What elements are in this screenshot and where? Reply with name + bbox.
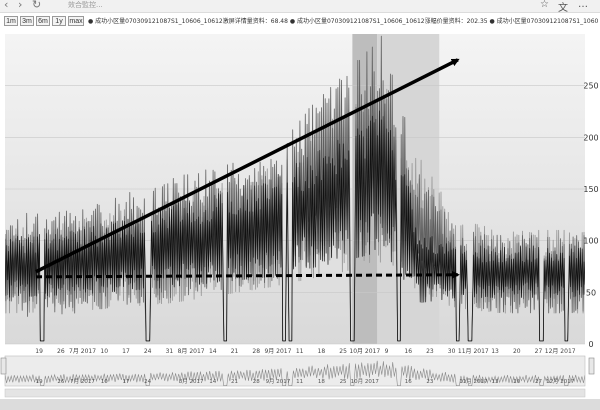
chart-toolbar: 1m 3m 6m 1y max ● 成功小区量070309121087S1_10… [0, 13, 600, 29]
x-tick-label: 10 [100, 348, 108, 355]
x-tick-label: 14 [209, 348, 217, 355]
x-tick-label: 23 [426, 348, 434, 355]
y-tick-label: 50 [586, 288, 596, 297]
bottom-band [0, 399, 600, 410]
x-tick-label: 13 [491, 348, 499, 355]
navigator-tick-label: 12月 2017 [546, 378, 575, 385]
y-tick-label: 200 [583, 133, 598, 142]
navigator-tick-label: 17 [122, 379, 129, 385]
back-icon[interactable]: ‹ [4, 0, 9, 11]
navigator-tick-label: 19 [36, 379, 43, 385]
navigator-tick-label: 7月 2017 [70, 378, 95, 385]
x-tick-label: 17 [122, 348, 130, 355]
navigator-series-line [5, 360, 585, 386]
forward-icon[interactable]: › [18, 0, 23, 11]
x-tick-label: 21 [231, 348, 239, 355]
y-tick-label: 150 [583, 185, 598, 194]
zoom-1m-button[interactable]: 1m [4, 16, 18, 26]
favorite-icon[interactable]: ☆ [540, 0, 549, 10]
navigator-tick-label: 26 [57, 379, 64, 385]
navigator-tick-label: 25 [340, 379, 347, 385]
navigator-left-handle[interactable] [0, 357, 7, 375]
x-tick-label: 31 [166, 348, 174, 355]
navigator-tick-label: 27 [535, 379, 542, 385]
navigator-background [4, 355, 586, 387]
x-tick-label: 24 [144, 348, 152, 355]
solid-trend-arrow [35, 58, 460, 274]
x-tick-label: 20 [513, 348, 521, 355]
navigator-tick-label: 28 [253, 379, 260, 385]
navigator-tick-label: 11月 2017 [459, 378, 488, 385]
x-tick-label: 11月 2017 [458, 348, 489, 355]
x-axis-labels: 19 26 7月 2017 10 17 24 31 8月 2017 14 21 28 9月 2017 1… [35, 348, 575, 355]
address-bar[interactable]: 效合監控... [68, 1, 103, 9]
x-tick-label: 7月 2017 [69, 348, 96, 355]
trend-arrows [35, 58, 460, 279]
x-tick-label: 11 [296, 348, 304, 355]
more-icon[interactable]: … [578, 0, 588, 10]
x-tick-label: 25 [339, 348, 347, 355]
navigator-scrollbar[interactable] [4, 388, 586, 398]
x-tick-label: 16 [404, 348, 412, 355]
navigator-tick-label: 16 [405, 379, 412, 385]
y-tick-label: 0 [588, 340, 593, 349]
x-tick-label: 10月 2017 [349, 348, 380, 355]
navigator-tick-label: 18 [318, 379, 325, 385]
x-tick-label: 28 [252, 348, 260, 355]
navigator-tick-label: 11 [296, 379, 303, 385]
x-tick-label: 19 [35, 348, 43, 355]
zoom-1y-button[interactable]: 1y [52, 16, 66, 26]
x-tick-label: 18 [318, 348, 326, 355]
reader-icon[interactable]: 文 [558, 3, 568, 14]
navigator-tick-label: 10 [101, 379, 108, 385]
navigator-tick-label: 8月 2017 [179, 378, 204, 385]
navigator-tick-label: 10月 2017 [351, 378, 380, 385]
x-tick-label: 30 [448, 348, 456, 355]
series-legend: ● 成功小区量070309121087S1_10606_10612激屏详情量资料… [88, 18, 598, 25]
navigator-tick-label: 9月 2017 [266, 378, 291, 385]
navigator-tick-label: 14 [209, 379, 216, 385]
y-axis-labels: 0 50 100 150 200 250 [583, 82, 598, 349]
browser-bar: ‹ › ↻ 效合監控... ☆ 文 … [0, 0, 600, 14]
x-tick-label: 9月 2017 [264, 348, 291, 355]
x-tick-label: 9 [385, 348, 389, 355]
navigator-tick-label: 20 [513, 379, 520, 385]
navigator-tick-label: 21 [231, 379, 238, 385]
dashed-trend-arrow [36, 270, 460, 279]
navigator-right-handle[interactable] [588, 357, 595, 375]
x-tick-label: 12月 2017 [545, 348, 576, 355]
y-tick-label: 100 [583, 237, 598, 246]
x-tick-label: 8月 2017 [178, 348, 205, 355]
zoom-max-button[interactable]: max [68, 16, 84, 26]
y-tick-label: 250 [583, 82, 598, 91]
zoom-6m-button[interactable]: 6m [36, 16, 50, 26]
navigator-series-group [5, 360, 585, 386]
navigator-panel: 19 26 7月 2017 10 17 24 8月 2017 14 21 28 9月 2017 11 1… [0, 355, 600, 410]
navigator-tick-label: 24 [144, 379, 151, 385]
navigator-tick-label: 13 [492, 379, 499, 385]
zoom-3m-button[interactable]: 3m [20, 16, 34, 26]
reload-icon[interactable]: ↻ [32, 0, 42, 11]
x-tick-label: 27 [535, 348, 543, 355]
navigator-tick-label: 23 [426, 379, 433, 385]
x-tick-label: 26 [57, 348, 65, 355]
